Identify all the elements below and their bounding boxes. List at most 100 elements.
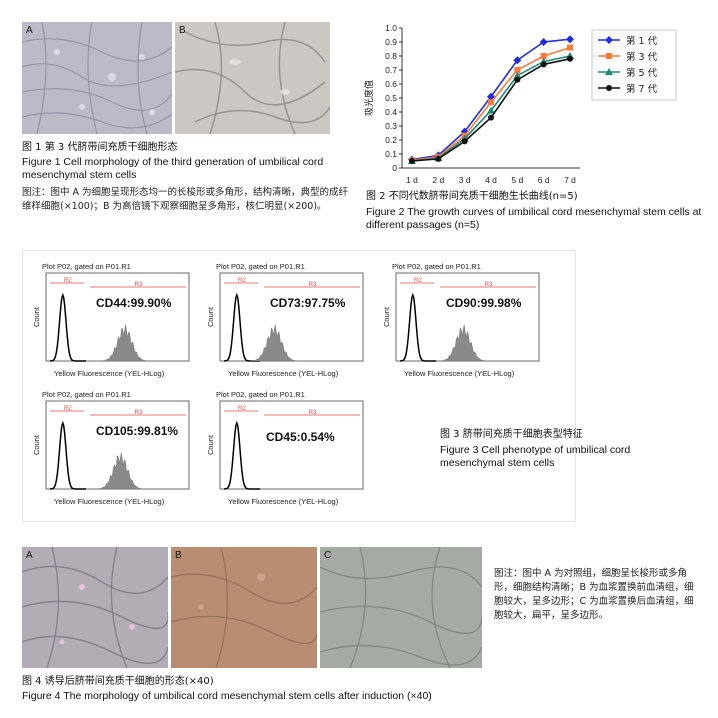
flow-histogram: R2 R3 bbox=[395, 272, 540, 362]
fig1-caption-cn: 图 1 第 3 代脐带间充质干细胞形态 bbox=[22, 142, 178, 153]
positive-peak bbox=[96, 452, 145, 490]
legend-label: 第 1 代 bbox=[626, 35, 658, 47]
data-point-2 bbox=[514, 67, 521, 73]
fig4-photo-b: B bbox=[171, 547, 317, 668]
flow-panel-4: Plot P02, gated on P01.R1 R2 R3 Count Yellow… bbox=[30, 390, 195, 508]
fig4-photo-a: A bbox=[22, 547, 168, 668]
flow-panel-2: Plot P02, gated on P01.R1 R2 R3 Count Yellow… bbox=[204, 262, 369, 380]
flow-x-axis-title: Yellow Fluorescence (YEL-HLog) bbox=[404, 369, 515, 378]
r2-label: R2 bbox=[238, 406, 246, 412]
fig4-caption-en: Figure 4 The morphology of umbilical cor… bbox=[22, 690, 432, 702]
y-tick-label: 0.4 bbox=[385, 107, 397, 117]
data-point-3 bbox=[487, 106, 495, 114]
data-point-4 bbox=[488, 114, 494, 121]
x-tick-label: 6 d bbox=[538, 175, 550, 183]
flow-y-axis-title: Count bbox=[32, 306, 41, 327]
flow-histogram: R2 R3 bbox=[219, 272, 364, 362]
y-tick-label: 0.2 bbox=[385, 135, 397, 145]
legend-marker bbox=[606, 85, 612, 91]
data-point-1 bbox=[513, 56, 522, 65]
positive-peak bbox=[250, 324, 299, 362]
flow-panel-5: Plot P02, gated on P01.R1 R2 R3 Count Yellow… bbox=[204, 390, 369, 508]
fig1-photo-a: A bbox=[22, 22, 172, 134]
legend-label: 第 7 代 bbox=[626, 83, 658, 95]
r2-label: R2 bbox=[414, 278, 422, 284]
flow-x-axis-title: Yellow Fluorescence (YEL-HLog) bbox=[54, 497, 165, 506]
fig1-note: 图注：图中 A 为细胞呈现形态均一的长梭形或多角形，结构清晰，典型的成纤维样细胞… bbox=[22, 187, 349, 212]
control-peak bbox=[399, 292, 436, 362]
x-tick-label: 5 d bbox=[511, 175, 523, 183]
plot-area bbox=[219, 272, 364, 362]
fig4-photo-a-texture bbox=[22, 547, 168, 668]
y-tick-label: 0.8 bbox=[385, 51, 397, 61]
flow-panel-3: Plot P02, gated on P01.R1 R2 R3 Count Yellow… bbox=[380, 262, 545, 380]
y-tick-label: 0.7 bbox=[385, 65, 397, 75]
r3-label: R3 bbox=[135, 410, 143, 416]
growth-curve-chart: 0 0.1 0.2 0.3 0.4 0.5 0.6 0.7 0.8 0.9 1.0 1 d 2 d 3 d… bbox=[363, 23, 677, 183]
flow-y-axis-title: Count bbox=[206, 306, 215, 327]
fig4-note: 图注：图中 A 为对照组，细胞呈长梭形或多角形，细胞结构清晰；B 为血浆置换前血… bbox=[494, 568, 694, 621]
fig1-panel-a-label: A bbox=[26, 25, 33, 36]
r3-label: R3 bbox=[309, 282, 317, 288]
flow-panel-title: Plot P02, gated on P01.R1 bbox=[216, 262, 305, 271]
r3-label: R3 bbox=[485, 282, 493, 288]
plot-area bbox=[45, 272, 190, 362]
x-tick-label: 1 d bbox=[406, 175, 418, 183]
legend-marker bbox=[605, 68, 613, 75]
flow-histogram: R2 R3 bbox=[45, 272, 190, 362]
data-point-2 bbox=[567, 44, 573, 51]
y-tick-label: 0 bbox=[392, 163, 397, 173]
y-tick-label: 0.1 bbox=[385, 149, 397, 159]
data-point-4 bbox=[461, 138, 468, 145]
flow-panel-title: Plot P02, gated on P01.R1 bbox=[42, 262, 131, 271]
fig4-photo-b-texture bbox=[171, 547, 317, 668]
fig1-photo-b: B bbox=[175, 22, 330, 134]
legend-marker bbox=[605, 36, 613, 44]
legend-marker bbox=[606, 53, 612, 59]
fig2-caption-en: Figure 2 The growth curves of umbilical … bbox=[366, 206, 702, 231]
flow-y-axis-title: Count bbox=[382, 306, 391, 327]
data-point-1 bbox=[566, 35, 574, 44]
fig4-panel-a-label: A bbox=[26, 550, 33, 561]
r3-label: R3 bbox=[309, 410, 317, 416]
fig1-panel-b-label: B bbox=[179, 25, 186, 36]
fig4-caption-cn: 图 4 诱导后脐带间充质干细胞的形态(×40) bbox=[22, 676, 214, 687]
x-tick-label: 2 d bbox=[432, 175, 444, 183]
positive-peak bbox=[438, 324, 488, 362]
r2-label: R2 bbox=[238, 278, 246, 284]
y-tick-label: 0.9 bbox=[385, 37, 397, 47]
legend-box bbox=[591, 29, 677, 101]
r2-label: R2 bbox=[64, 406, 72, 412]
data-point-3 bbox=[513, 71, 522, 79]
data-point-4 bbox=[540, 61, 547, 68]
positive-peak bbox=[100, 324, 150, 362]
x-tick-label: 4 d bbox=[485, 175, 497, 183]
r2-label: R2 bbox=[64, 278, 72, 284]
fig3-caption-cn: 图 3 脐带间充质干细胞表型特征 bbox=[440, 429, 583, 440]
flow-y-axis-title: Count bbox=[206, 434, 215, 455]
data-point-4 bbox=[409, 158, 415, 164]
flow-panel-title: Plot P02, gated on P01.R1 bbox=[42, 390, 131, 399]
data-point-4 bbox=[567, 55, 573, 62]
marker-percentage-label: CD90:99.98% bbox=[446, 296, 522, 310]
y-axis-title: 吸光度值 bbox=[363, 80, 375, 116]
fig1-photo-b-texture bbox=[175, 22, 330, 134]
fig1-photo-a-texture bbox=[22, 22, 172, 134]
fig3-caption-en: Figure 3 Cell phenotype of umbilical cor… bbox=[440, 444, 631, 469]
control-peak bbox=[49, 420, 86, 490]
data-point-1 bbox=[539, 38, 548, 46]
legend-label: 第 3 代 bbox=[626, 51, 658, 63]
marker-percentage-label: CD45:0.54% bbox=[266, 430, 335, 444]
marker-percentage-label: CD105:99.81% bbox=[96, 424, 179, 438]
fig4-photo-c-texture bbox=[320, 547, 482, 668]
fig1-caption-en: Figure 1 Cell morphology of the third ge… bbox=[22, 156, 324, 181]
fig4-photo-c: C bbox=[320, 547, 482, 668]
flow-panel-1: Plot P02, gated on P01.R1 R2 R3 Count Yellow… bbox=[30, 262, 195, 380]
flow-panel-title: Plot P02, gated on P01.R1 bbox=[216, 390, 305, 399]
r3-label: R3 bbox=[135, 282, 143, 288]
x-tick-label: 3 d bbox=[459, 175, 471, 183]
y-tick-label: 0.3 bbox=[385, 121, 397, 131]
data-point-4 bbox=[514, 76, 521, 83]
control-peak bbox=[49, 292, 86, 362]
data-point-2 bbox=[488, 99, 494, 106]
